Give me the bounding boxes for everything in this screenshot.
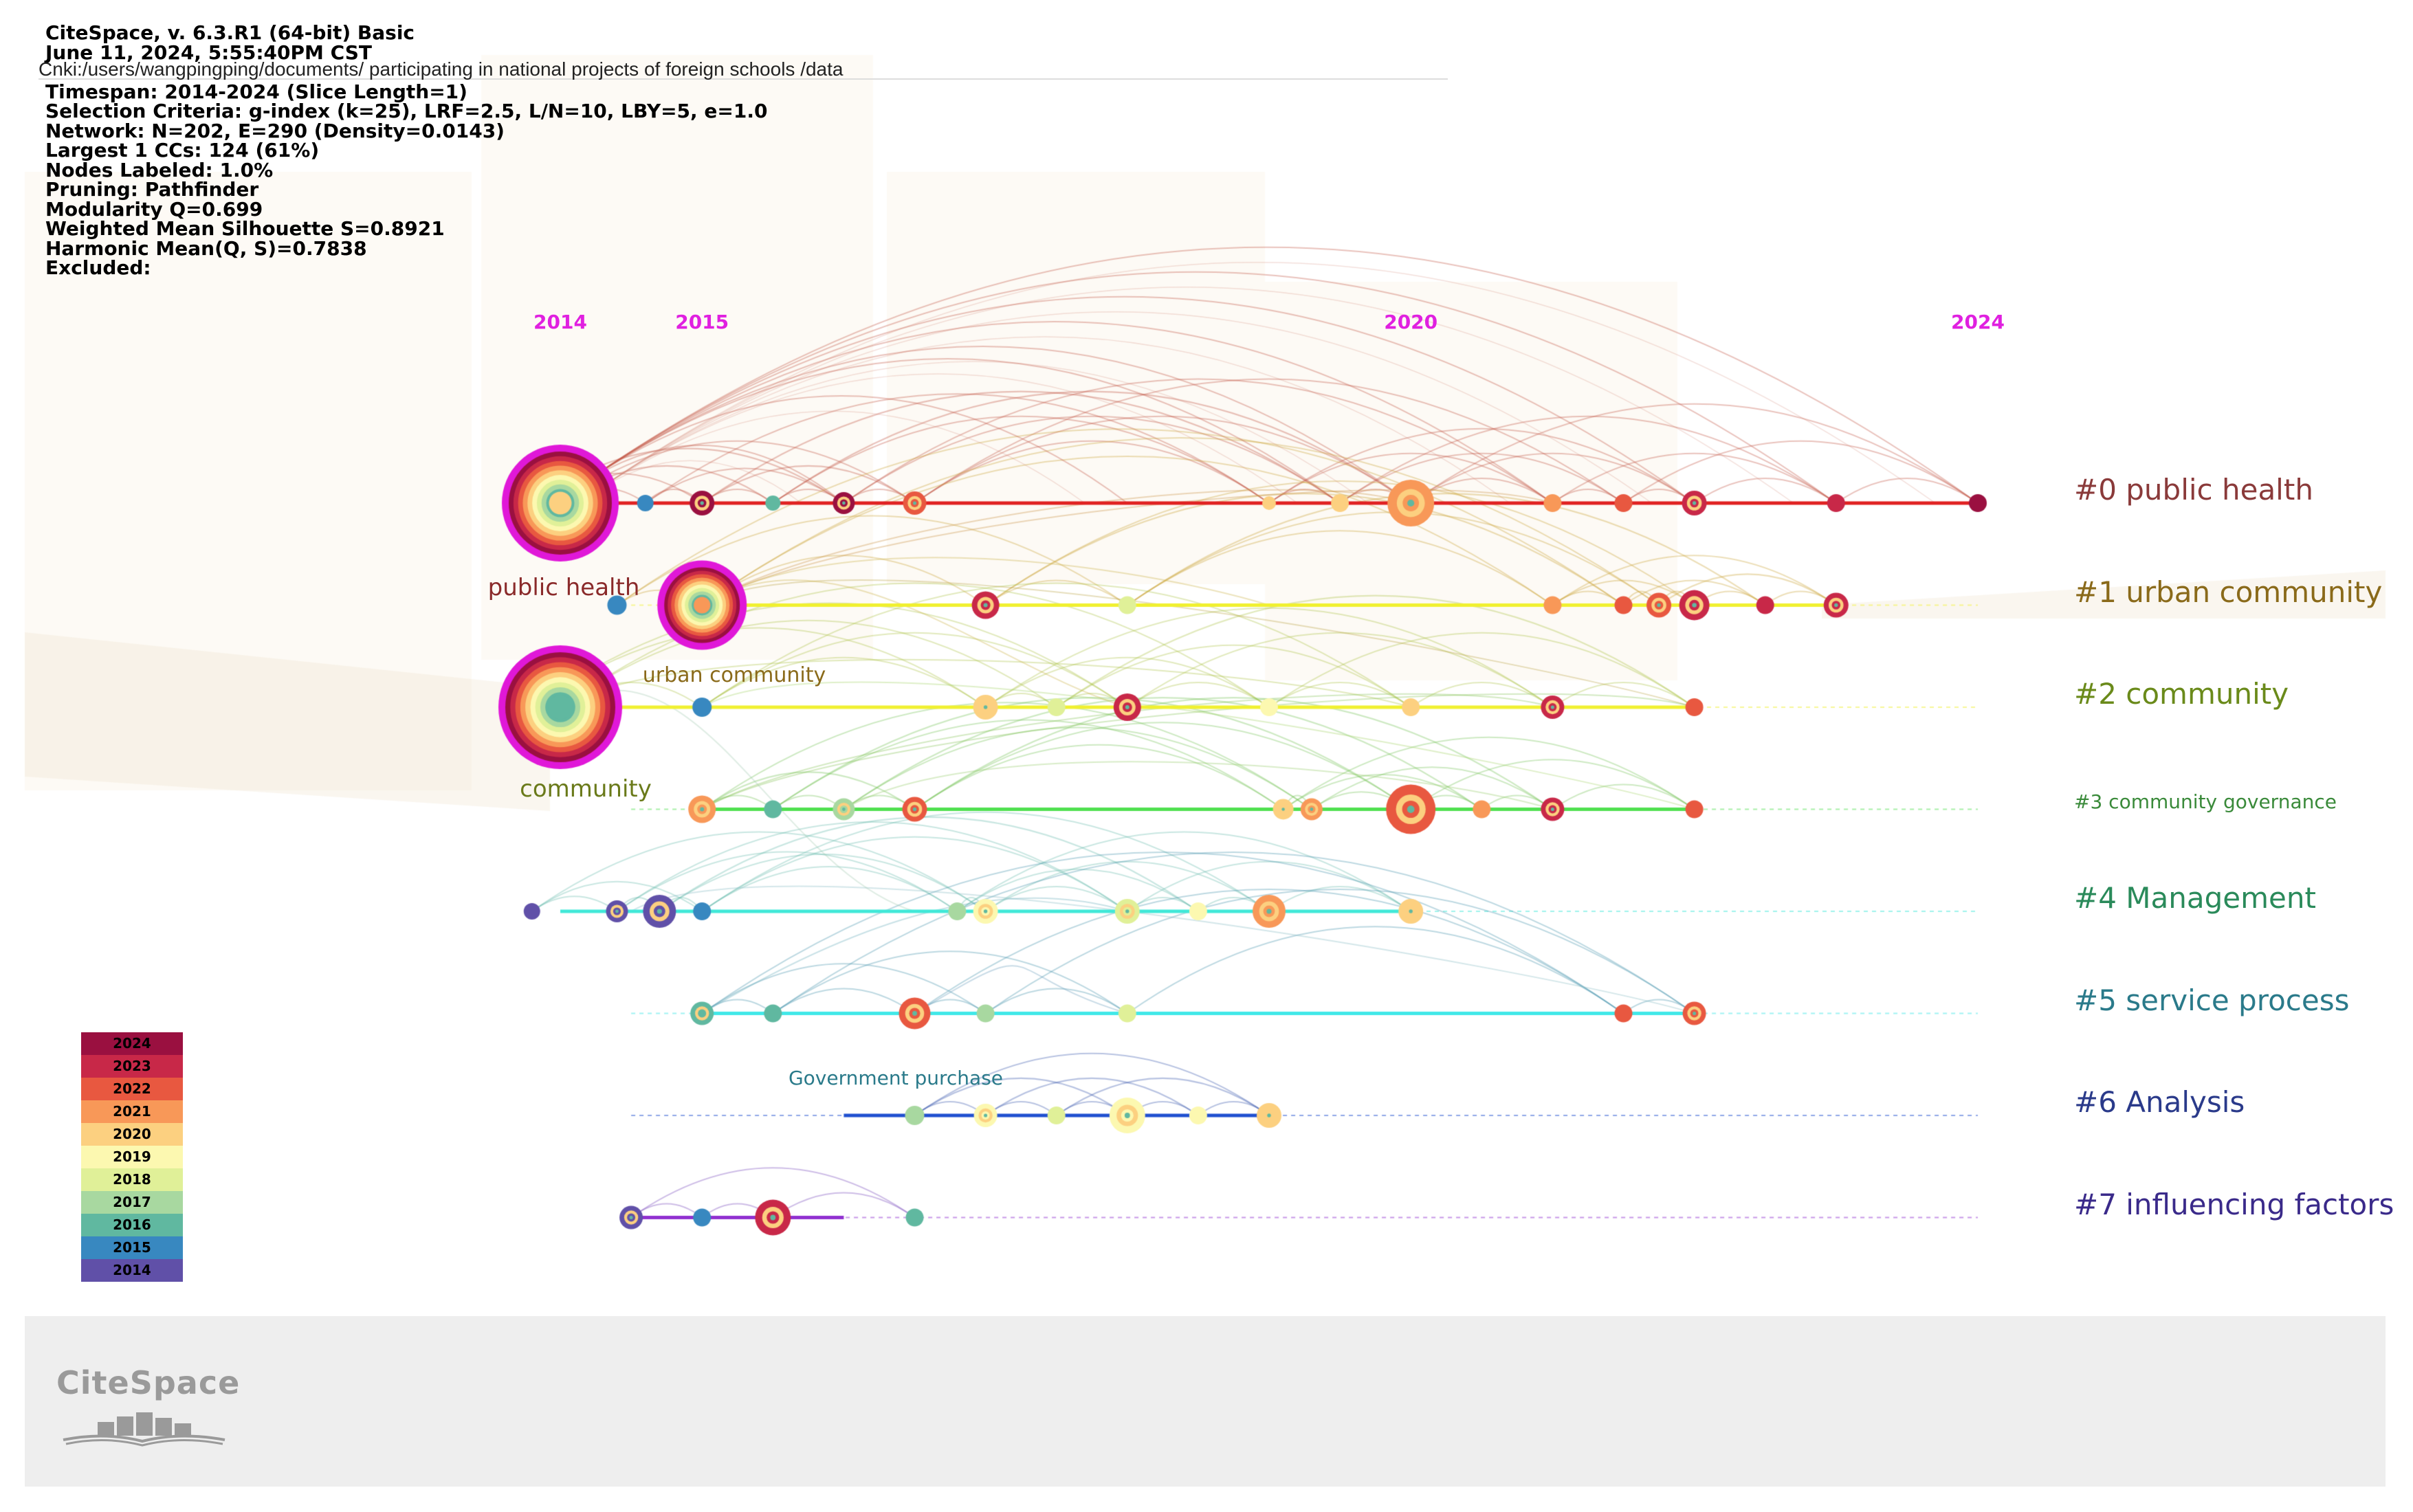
pruning: Pruning: Pathfinder bbox=[45, 178, 259, 201]
cluster-label-7: #7 influencing factors bbox=[2074, 1187, 2394, 1221]
year-color-legend: 2024 2023 2022 2021 2020 2019 2018 2017 2016 2015… bbox=[81, 1032, 183, 1282]
legend-row-2015: 2015 bbox=[81, 1236, 183, 1259]
cluster-label-4: #4 Management bbox=[2074, 881, 2316, 915]
legend-row-2014: 2014 bbox=[81, 1259, 183, 1282]
node-label-community: community bbox=[520, 775, 652, 803]
modularity: Modularity Q=0.699 bbox=[45, 197, 263, 221]
footer-panel bbox=[25, 1316, 2386, 1487]
year-label-2015: 2015 bbox=[675, 311, 729, 333]
largest-cc: Largest 1 CCs: 124 (61%) bbox=[45, 139, 320, 162]
legend-row-2020: 2020 bbox=[81, 1123, 183, 1146]
legend-row-2018: 2018 bbox=[81, 1168, 183, 1191]
silhouette: Weighted Mean Silhouette S=0.8921 bbox=[45, 217, 445, 240]
year-label-2020: 2020 bbox=[1384, 311, 1438, 333]
cluster-label-2: #2 community bbox=[2074, 677, 2289, 711]
network-stats: Network: N=202, E=290 (Density=0.0143) bbox=[45, 119, 505, 142]
info-divider bbox=[38, 78, 1448, 80]
year-label-2014: 2014 bbox=[533, 311, 587, 333]
cluster-label-6: #6 Analysis bbox=[2074, 1085, 2245, 1119]
app-title: CiteSpace, v. 6.3.R1 (64-bit) Basic bbox=[45, 21, 415, 44]
citespace-logo: CiteSpace bbox=[56, 1364, 241, 1447]
node-label-government-purchase: Government purchase bbox=[788, 1067, 1004, 1089]
selection-criteria: Selection Criteria: g-index (k=25), LRF=… bbox=[45, 100, 768, 122]
legend-row-2022: 2022 bbox=[81, 1078, 183, 1100]
excluded: Excluded: bbox=[45, 256, 151, 279]
nodes-labeled: Nodes Labeled: 1.0% bbox=[45, 158, 274, 181]
legend-row-2016: 2016 bbox=[81, 1214, 183, 1236]
node-label-public-health: public health bbox=[487, 574, 640, 601]
legend-row-2017: 2017 bbox=[81, 1191, 183, 1214]
timespan: Timespan: 2014-2024 (Slice Length=1) bbox=[45, 80, 467, 103]
cluster-label-5: #5 service process bbox=[2074, 983, 2350, 1017]
app-date: June 11, 2024, 5:55:40PM CST bbox=[45, 41, 372, 64]
data-path: Cnki:/users/wangpingping/documents/ part… bbox=[38, 58, 844, 80]
legend-row-2023: 2023 bbox=[81, 1055, 183, 1078]
cluster-label-3: #3 community governance bbox=[2074, 790, 2337, 813]
logo-book-icon bbox=[63, 1412, 225, 1447]
cluster-label-0: #0 public health bbox=[2074, 473, 2313, 507]
legend-row-2021: 2021 bbox=[81, 1100, 183, 1123]
legend-row-2019: 2019 bbox=[81, 1146, 183, 1168]
logo-text: CiteSpace bbox=[56, 1364, 241, 1401]
node-label-urban-community: urban community bbox=[642, 663, 826, 687]
legend-row-2024: 2024 bbox=[81, 1032, 183, 1055]
info-panel: CiteSpace, v. 6.3.R1 (64-bit) Basic June… bbox=[38, 21, 1448, 279]
harmonic-mean: Harmonic Mean(Q, S)=0.7838 bbox=[45, 236, 367, 260]
year-label-2024: 2024 bbox=[1951, 311, 2005, 333]
cluster-label-1: #1 urban community bbox=[2074, 575, 2383, 609]
